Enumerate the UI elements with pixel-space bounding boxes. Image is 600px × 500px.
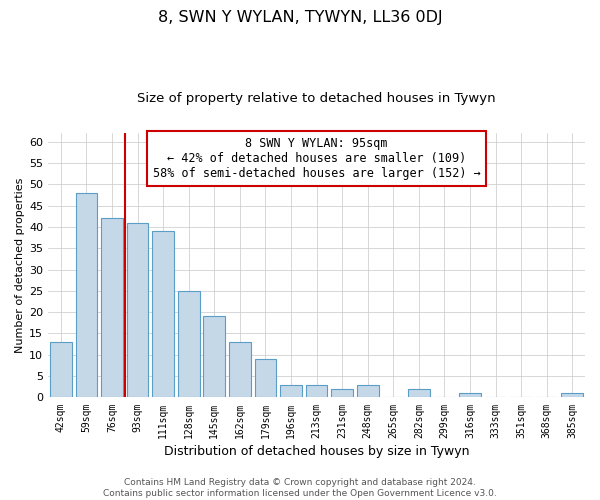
- Bar: [229, 342, 251, 398]
- Bar: [357, 384, 379, 398]
- X-axis label: Distribution of detached houses by size in Tywyn: Distribution of detached houses by size …: [164, 444, 469, 458]
- Y-axis label: Number of detached properties: Number of detached properties: [15, 178, 25, 353]
- Bar: [152, 231, 174, 398]
- Bar: [408, 389, 430, 398]
- Bar: [306, 384, 328, 398]
- Text: 8 SWN Y WYLAN: 95sqm
← 42% of detached houses are smaller (109)
58% of semi-deta: 8 SWN Y WYLAN: 95sqm ← 42% of detached h…: [153, 137, 481, 180]
- Bar: [331, 389, 353, 398]
- Bar: [562, 393, 583, 398]
- Title: Size of property relative to detached houses in Tywyn: Size of property relative to detached ho…: [137, 92, 496, 106]
- Bar: [178, 291, 200, 398]
- Bar: [50, 342, 72, 398]
- Bar: [254, 359, 277, 398]
- Bar: [76, 193, 97, 398]
- Text: 8, SWN Y WYLAN, TYWYN, LL36 0DJ: 8, SWN Y WYLAN, TYWYN, LL36 0DJ: [158, 10, 442, 25]
- Text: Contains HM Land Registry data © Crown copyright and database right 2024.
Contai: Contains HM Land Registry data © Crown c…: [103, 478, 497, 498]
- Bar: [459, 393, 481, 398]
- Bar: [127, 222, 148, 398]
- Bar: [203, 316, 225, 398]
- Bar: [280, 384, 302, 398]
- Bar: [101, 218, 123, 398]
